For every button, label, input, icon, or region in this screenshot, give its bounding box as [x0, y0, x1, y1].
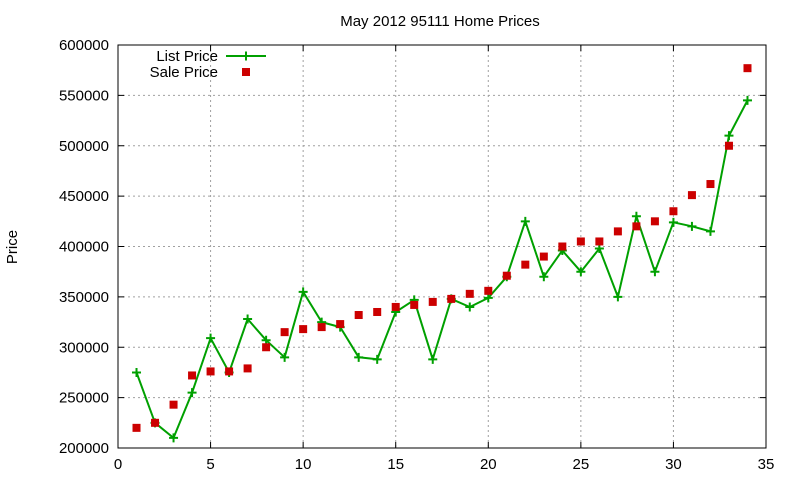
list-price-point	[668, 217, 678, 227]
list-price-point	[372, 354, 382, 364]
x-tick-label: 30	[665, 456, 682, 473]
sale-price-point	[428, 297, 437, 306]
sale-price-point	[391, 302, 400, 311]
list-price-point	[687, 221, 697, 231]
list-price-line	[135, 99, 749, 439]
list-price-point	[280, 352, 290, 362]
sale-price-point	[724, 141, 733, 150]
list-price-point	[742, 95, 752, 105]
list-price-point	[428, 354, 438, 364]
list-price-point	[483, 293, 493, 303]
legend-label-sale-price: Sale Price	[150, 64, 218, 81]
sale-price-point	[410, 300, 419, 309]
list-price-point	[520, 216, 530, 226]
list-price-point	[650, 267, 660, 277]
sale-price-point	[539, 252, 548, 261]
list-price-point	[354, 352, 364, 362]
x-tick-label: 25	[573, 456, 590, 473]
sale-price-point	[336, 320, 345, 329]
x-tick-label: 10	[295, 456, 312, 473]
list-price-point	[465, 302, 475, 312]
sale-price-series	[132, 64, 752, 432]
list-price-point	[187, 388, 197, 398]
list-price-point	[206, 333, 216, 343]
sale-price-point	[632, 222, 641, 231]
y-tick-label: 500000	[59, 138, 109, 155]
sale-price-point	[373, 307, 382, 316]
y-tick-label: 450000	[59, 188, 109, 205]
list-price-point	[132, 367, 142, 377]
sale-price-point	[188, 371, 197, 380]
list-price-point	[613, 292, 623, 302]
sale-price-point	[502, 271, 511, 280]
x-tick-label: 0	[114, 456, 122, 473]
list-price-point	[576, 267, 586, 277]
chart-title: May 2012 95111 Home Prices	[340, 13, 540, 30]
sale-price-point	[687, 191, 696, 200]
sale-price-point	[576, 237, 585, 246]
y-axis-label: Price	[4, 230, 21, 264]
sale-price-point	[743, 64, 752, 73]
sale-price-point	[317, 323, 326, 332]
plot-frame	[117, 44, 767, 449]
sale-price-point	[262, 343, 271, 352]
sale-price-point	[151, 418, 160, 427]
x-tick-label: 15	[387, 456, 404, 473]
sale-price-point	[169, 400, 178, 409]
sale-price-point	[465, 289, 474, 298]
legend-marker-list-price	[241, 51, 251, 61]
y-tick-label: 550000	[59, 87, 109, 104]
list-price-point	[539, 272, 549, 282]
sale-price-point	[243, 364, 252, 373]
sale-price-point	[669, 207, 678, 216]
y-tick-label: 200000	[59, 440, 109, 457]
axis-ticks: 0 5 10 15 20 25 30 35 200000 250000 300000 350000 40…	[59, 37, 774, 473]
grid	[118, 45, 766, 448]
y-tick-label: 600000	[59, 37, 109, 54]
sale-price-point	[558, 242, 567, 251]
legend: List Price Sale Price	[150, 48, 266, 81]
sale-price-point	[132, 423, 141, 432]
y-tick-label: 350000	[59, 289, 109, 306]
sale-price-point	[206, 367, 215, 376]
x-tick-label: 5	[206, 456, 214, 473]
list-price-point	[261, 335, 271, 345]
list-price-point	[631, 211, 641, 221]
list-price-point	[594, 244, 604, 254]
sale-price-point	[521, 260, 530, 269]
list-price-point	[243, 314, 253, 324]
list-price-series	[132, 95, 752, 443]
y-tick-label: 250000	[59, 390, 109, 407]
sale-price-point	[706, 180, 715, 189]
sale-price-point	[447, 294, 456, 303]
sale-price-point	[299, 325, 308, 334]
list-price-point	[705, 226, 715, 236]
sale-price-point	[650, 217, 659, 226]
y-tick-label: 300000	[59, 339, 109, 356]
sale-price-point	[354, 311, 363, 320]
legend-marker-sale-price	[242, 68, 250, 76]
y-tick-label: 400000	[59, 239, 109, 256]
x-tick-label: 20	[480, 456, 497, 473]
sale-price-point	[613, 227, 622, 236]
sale-price-point	[484, 286, 493, 295]
legend-label-list-price: List Price	[156, 48, 218, 65]
sale-price-point	[225, 367, 234, 376]
list-price-point	[724, 131, 734, 141]
list-price-point	[298, 287, 308, 297]
sale-price-point	[595, 237, 604, 246]
x-tick-label: 35	[758, 456, 775, 473]
sale-price-point	[280, 328, 289, 337]
list-price-point	[169, 433, 179, 443]
